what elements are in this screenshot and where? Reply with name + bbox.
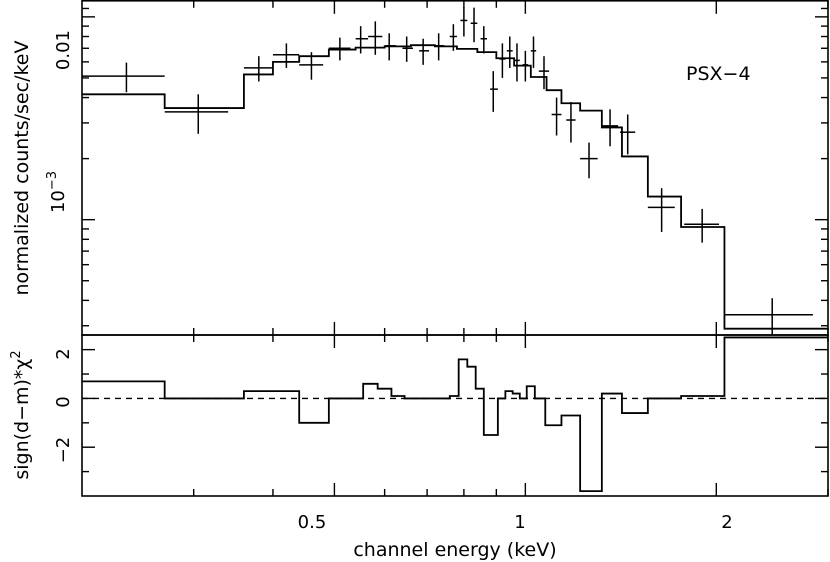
spectrum-axis-ticks bbox=[82, 0, 829, 335]
residual-curve bbox=[82, 336, 828, 493]
data-point bbox=[580, 142, 598, 179]
source-annotation: PSX−4 bbox=[686, 63, 751, 85]
residual-axis-ticks bbox=[82, 335, 829, 496]
residual-steps bbox=[82, 336, 828, 493]
x-tick-label-2: 2 bbox=[721, 512, 732, 533]
data-point bbox=[272, 43, 300, 68]
data-point bbox=[601, 109, 619, 147]
y-tick-label-1e-3-exponent: −3 bbox=[45, 171, 60, 190]
residual-tick-label-2: 2 bbox=[53, 348, 74, 359]
spectrum-panel-frame bbox=[81, 0, 829, 336]
data-point bbox=[355, 26, 369, 54]
x-axis-label: channel energy (keV) bbox=[353, 539, 556, 561]
data-point bbox=[480, 26, 487, 54]
data-point bbox=[506, 36, 513, 68]
y-tick-label-1e-3: 10−3 bbox=[45, 171, 69, 213]
residual-panel-frame bbox=[81, 334, 829, 497]
data-point bbox=[419, 38, 430, 65]
data-point bbox=[460, 6, 468, 37]
y-tick-label-0.01: 0.01 bbox=[53, 30, 74, 70]
y-axis-label-spectrum: normalized counts/sec/keV bbox=[11, 41, 33, 296]
data-point bbox=[566, 102, 576, 143]
model-step-line bbox=[82, 44, 828, 330]
data-point bbox=[551, 97, 562, 136]
x-tick-label-1: 1 bbox=[514, 512, 525, 533]
data-point bbox=[684, 208, 720, 243]
data-point bbox=[368, 21, 383, 55]
data-point bbox=[490, 71, 498, 112]
data-point bbox=[647, 188, 675, 232]
residual-tick-label-0: 0 bbox=[53, 396, 74, 407]
data-point bbox=[328, 37, 351, 61]
residual-ylabel-superscript: 2 bbox=[9, 350, 24, 358]
data-point bbox=[470, 7, 478, 43]
data-point bbox=[530, 36, 537, 68]
data-point bbox=[522, 50, 529, 82]
data-point bbox=[538, 56, 550, 90]
data-point bbox=[299, 52, 324, 80]
data-point bbox=[724, 298, 813, 335]
data-point bbox=[434, 33, 445, 61]
data-point bbox=[164, 94, 229, 134]
data-point bbox=[620, 114, 636, 155]
data-point bbox=[499, 43, 506, 78]
data-point bbox=[82, 62, 165, 93]
data-point bbox=[243, 56, 273, 82]
data-point bbox=[384, 33, 396, 61]
data-point bbox=[449, 24, 457, 51]
x-tick-label-0.5: 0.5 bbox=[298, 512, 327, 533]
model-curve bbox=[82, 44, 828, 330]
data-point bbox=[514, 43, 520, 82]
data-point bbox=[402, 36, 413, 62]
y-tick-label-1e-3-base: 10 bbox=[48, 190, 69, 213]
y-axis-label-residual: sign(d−m)*χ2 bbox=[9, 350, 33, 479]
residual-ylabel-text: sign(d−m)*χ bbox=[11, 359, 33, 480]
data-points bbox=[82, 6, 813, 335]
residual-tick-label-minus2: −2 bbox=[53, 437, 74, 464]
